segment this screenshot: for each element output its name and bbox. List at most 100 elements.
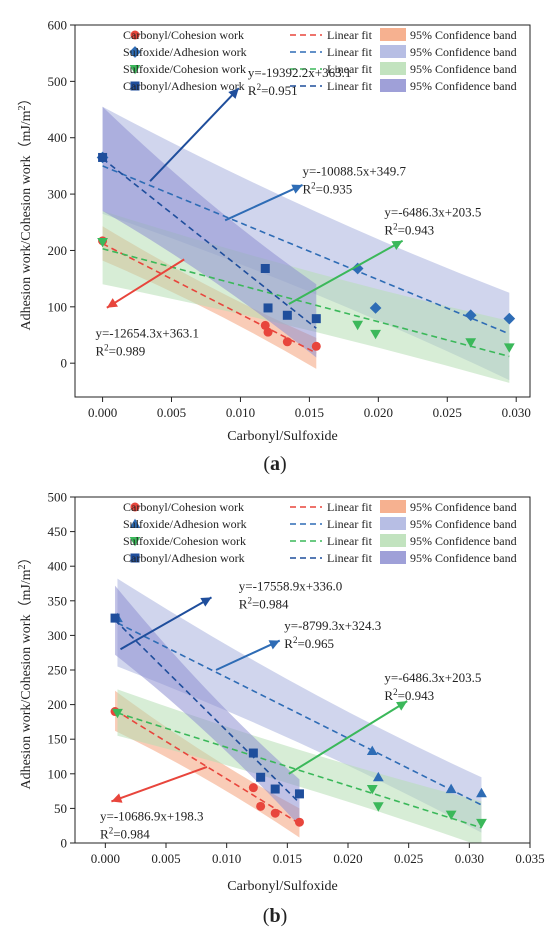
x-axis-label: Carbonyl/Sulfoxide	[227, 429, 337, 444]
legend-band-swatch-3	[380, 551, 406, 564]
data-point-2-3	[465, 338, 477, 348]
annotation-arrow-2	[288, 239, 404, 305]
legend-series-name: Sulfoxide/Adhesion work	[123, 45, 247, 59]
legend-band-label: 95% Confidence band	[410, 500, 517, 514]
data-point-2-2	[372, 802, 384, 812]
annotation-r2: R2=0.943	[384, 222, 434, 238]
fit-line-1	[102, 165, 510, 335]
legend-marker-1	[129, 518, 141, 529]
data-point-1-1	[351, 262, 364, 275]
confidence-band-1	[117, 578, 482, 833]
legend-fit-label: Linear fit	[327, 517, 373, 531]
legend-band-label: 95% Confidence band	[410, 62, 517, 76]
data-point-3-0	[98, 152, 108, 162]
data-point-3-2	[263, 303, 273, 313]
data-point-2-1	[366, 784, 378, 795]
legend-fit-label: Linear fit	[327, 62, 373, 76]
legend-marker-0	[130, 30, 140, 40]
annotation-arrow-2	[288, 700, 408, 775]
y-tick-label: 0	[61, 356, 68, 371]
annotation-r2: R2=0.965	[284, 635, 334, 651]
y-tick-label: 150	[48, 732, 68, 747]
fit-line-0	[102, 242, 317, 354]
legend-band-swatch-2	[380, 534, 406, 547]
data-point-0-4	[294, 817, 304, 827]
legend-marker-1	[129, 46, 141, 58]
annotation-r2: R2=0.984	[100, 826, 150, 842]
annotation-arrow-0	[120, 596, 212, 651]
data-point-1-4	[476, 787, 487, 798]
annotation-equation: y=-12654.3x+363.1	[95, 325, 199, 340]
annotation-r2: R2=0.943	[384, 687, 434, 703]
data-point-0-1	[260, 320, 270, 330]
legend-fit-label: Linear fit	[327, 500, 373, 514]
panel-label: (b)	[263, 905, 287, 927]
x-tick-label: 0.005	[157, 405, 186, 420]
confidence-band-3	[102, 106, 317, 358]
annotation-r2: R2=0.935	[303, 181, 353, 197]
legend-marker-0	[130, 502, 140, 512]
x-tick-label: 0.020	[333, 851, 362, 866]
y-tick-label: 100	[48, 766, 68, 781]
data-point-0-3	[282, 337, 292, 347]
legend-fit-label: Linear fit	[327, 45, 373, 59]
plot-frame	[74, 24, 531, 398]
data-point-1-1	[366, 745, 378, 756]
legend-band-swatch-1	[380, 517, 406, 530]
legend-fit-label: Linear fit	[327, 551, 373, 565]
data-point-0-2	[263, 327, 273, 337]
annotation-arrowhead-3	[111, 793, 123, 803]
data-point-3-1	[260, 263, 270, 273]
y-tick-label: 300	[48, 187, 68, 202]
annotation-arrowhead-3	[106, 298, 118, 308]
annotation-arrow-0	[149, 87, 240, 182]
data-point-3-4	[294, 789, 304, 799]
legend-marker-2	[129, 64, 141, 75]
x-tick-label: 0.010	[212, 851, 241, 866]
confidence-band-3	[115, 585, 300, 826]
legend-marker-3	[130, 553, 140, 563]
data-point-1-4	[503, 312, 516, 325]
plot-area	[96, 106, 516, 383]
y-tick-label: 300	[48, 628, 68, 643]
y-tick-label: 250	[48, 663, 68, 678]
legend-band-label: 95% Confidence band	[410, 28, 517, 42]
x-tick-label: 0.025	[433, 405, 462, 420]
data-point-2-2	[370, 329, 381, 340]
y-tick-label: 50	[54, 801, 67, 816]
legend-series-name: Sulfoxide/Cohesion work	[123, 534, 246, 548]
y-tick-label: 400	[48, 559, 68, 574]
panel-1: 0.000 0.005 0.010 0.015 0.020 0.025 0.030 0.035…	[17, 490, 545, 928]
x-tick-label: 0.010	[226, 405, 255, 420]
legend-marker-2	[129, 536, 141, 547]
data-point-1-2	[369, 302, 382, 314]
legend-series-name: Sulfoxide/Adhesion work	[123, 517, 247, 531]
y-tick-label: 350	[48, 593, 68, 608]
y-tick-label: 200	[48, 243, 68, 258]
legend: Carbonyl/Cohesion work Linear fit 95% Conf…	[123, 500, 517, 565]
annotation-arrow-3	[106, 258, 185, 309]
legend-band-label: 95% Confidence band	[410, 79, 517, 93]
data-point-1-2	[372, 771, 384, 782]
data-point-3-4	[311, 314, 321, 324]
data-point-3-1	[248, 748, 258, 758]
legend-band-label: 95% Confidence band	[410, 45, 517, 59]
x-axis-label: Carbonyl/Sulfoxide	[227, 879, 337, 894]
annotation-arrowhead-1	[268, 640, 280, 650]
y-tick-label: 600	[48, 18, 68, 33]
legend-band-swatch-0	[380, 28, 406, 41]
legend-band-label: 95% Confidence band	[410, 534, 517, 548]
x-tick-label: 0.000	[88, 405, 117, 420]
y-tick-label: 200	[48, 697, 68, 712]
annotation-r2: R2=0.989	[95, 342, 145, 358]
x-tick-label: 0.015	[273, 851, 302, 866]
data-point-3-3	[270, 784, 280, 794]
annotation-equation: y=-19392.2x+363.1	[248, 65, 352, 80]
data-point-0-2	[256, 801, 266, 811]
annotation-r2: R2=0.951	[248, 82, 298, 98]
annotation-equation: y=-6486.3x+203.5	[384, 205, 481, 220]
x-tick-label: 0.020	[364, 405, 393, 420]
data-point-2-0	[112, 708, 123, 719]
panel-0: 0.000 0.005 0.010 0.015 0.020 0.025 0.030 0 100 2…	[17, 18, 531, 476]
